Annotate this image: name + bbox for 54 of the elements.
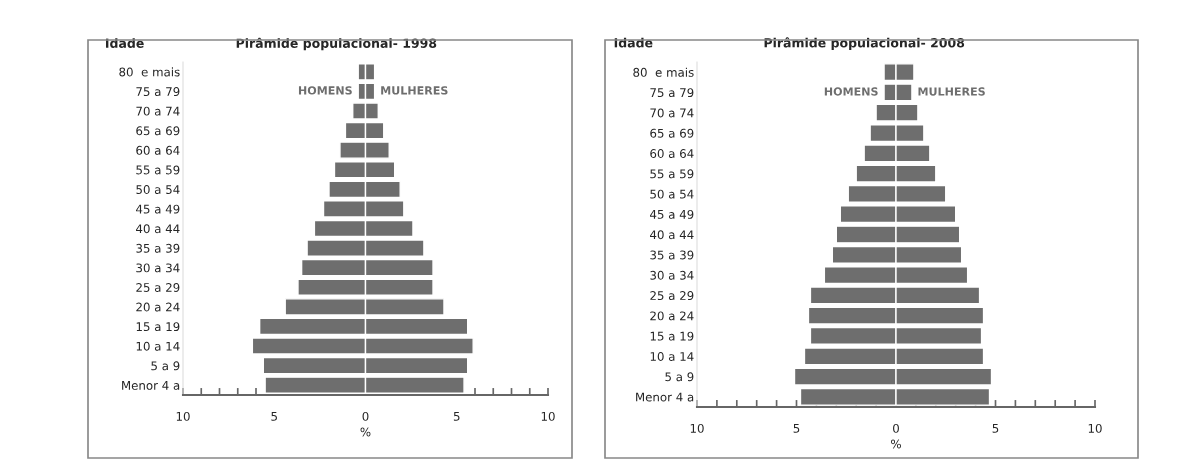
y-tick-label: 45 a 49 [136,204,180,214]
y-tick-label: 15 a 19 [650,331,694,341]
y-tick-label: 30 a 34 [136,263,180,273]
y-tick-label: 60 a 64 [136,145,180,155]
y-tick-label: 35 a 39 [136,243,180,253]
y-tick-label: 15 a 19 [136,322,180,332]
y-tick-label: 70 a 74 [650,108,694,118]
y-tick-label: 65 a 69 [136,126,180,136]
y-tick-label: 10 a 14 [650,351,694,361]
y-tick-label: 70 a 74 [136,106,180,116]
y-tick-label: 75 a 79 [136,87,180,97]
y-tick-label: 35 a 39 [650,250,694,260]
x-tick-label: 10 [690,423,704,433]
series-label: MULHERES [381,86,448,95]
x-axis-title: % [891,439,901,449]
x-tick-label: 10 [1088,423,1102,433]
y-tick-label: 20 a 24 [136,302,180,312]
y-tick-label: 50 a 54 [136,185,180,194]
x-tick-label: 10 [541,411,555,421]
series-label: HOMENS [298,86,352,95]
y-tick-label: Menor 4 a [122,381,180,390]
y-tick-label: 30 a 34 [650,270,694,280]
y-tick-label: 80 e mais [119,67,180,77]
y-tick-label: 55 a 59 [136,165,180,175]
x-tick-label: 5 [992,424,999,433]
y-tick-label: 5 a 9 [665,372,694,382]
x-axis-title: % [360,427,371,437]
y-tick-label: Menor 4 a [636,392,694,402]
y-axis-title: Idade [106,38,144,48]
y-tick-label: 55 a 59 [650,169,694,179]
y-tick-label: 60 a 64 [650,149,694,158]
y-tick-label: 65 a 69 [650,128,694,138]
x-tick-label: 5 [793,424,800,433]
x-tick-label: 0 [893,423,899,433]
series-label: HOMENS [824,87,878,96]
x-tick-label: 10 [176,411,190,421]
y-tick-label: 25 a 29 [650,291,694,301]
y-tick-label: 75 a 79 [650,88,694,98]
y-tick-label: 45 a 49 [650,209,694,219]
chart-title: Pirâmide populacional- 2008 [764,37,965,50]
chart-title: Pirâmide populacional- 1998 [236,37,437,51]
y-tick-label: 40 a 44 [136,224,180,234]
y-tick-label: 20 a 24 [650,311,694,321]
y-tick-label: 5 a 9 [151,361,180,371]
y-tick-label: 25 a 29 [136,282,180,292]
y-tick-label: 40 a 44 [650,230,694,240]
y-tick-label: 10 a 14 [136,341,180,351]
x-tick-label: 5 [453,412,460,421]
x-tick-label: 5 [271,412,277,421]
x-tick-label: 0 [362,411,369,421]
y-tick-label: 50 a 54 [650,189,694,199]
y-axis-title: Idade [614,37,653,48]
y-tick-label: 80 e mais [633,67,694,77]
series-label: MULHERES [918,87,985,96]
